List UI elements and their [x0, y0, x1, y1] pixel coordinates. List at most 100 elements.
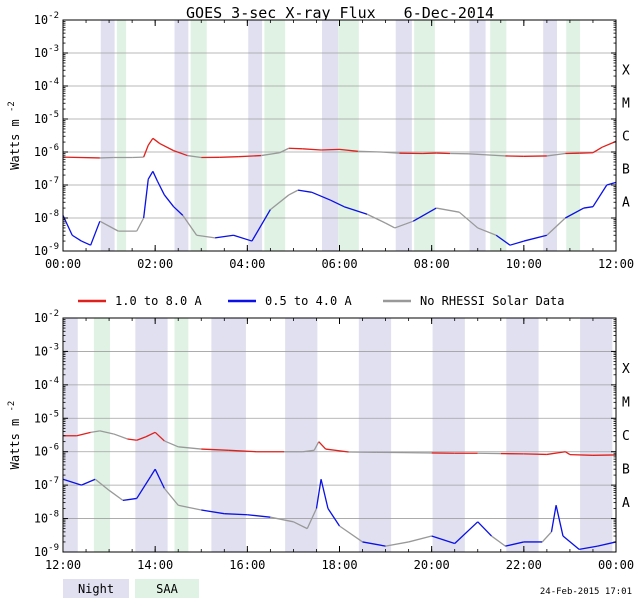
series-segment: [546, 217, 566, 236]
flare-class-label: X: [622, 362, 630, 377]
series-segment: [269, 194, 290, 211]
series-segment: [159, 142, 174, 152]
series-segment: [468, 153, 488, 156]
series-segment: [592, 146, 603, 154]
series-segment: [583, 206, 594, 209]
series-segment: [201, 448, 229, 451]
night-band: [285, 318, 318, 552]
saa-key-label: SAA: [156, 582, 178, 596]
y-tick-label: 10-7: [34, 176, 59, 192]
y-tick-label: 10-5: [34, 409, 59, 425]
night-key-swatch: [63, 579, 129, 598]
x-tick-label: 14:00: [137, 558, 173, 572]
y-tick-label: 10-6: [34, 443, 59, 459]
night-saa-key: Night SAA: [63, 579, 199, 598]
series-segment: [108, 489, 124, 501]
series-segment: [76, 431, 91, 437]
series-segment: [147, 137, 154, 146]
series-segment: [143, 145, 149, 158]
series-segment: [592, 184, 608, 208]
flare-class-label: M: [622, 396, 630, 411]
x-tick-label: 20:00: [414, 558, 450, 572]
series-segment: [71, 234, 82, 242]
series-segment: [251, 209, 271, 242]
legend-label: No RHESSI Solar Data: [420, 294, 565, 308]
series-segment: [163, 194, 175, 208]
flare-class-label: B: [622, 462, 630, 477]
x-tick-label: 04:00: [229, 257, 265, 271]
panel-12-24h: 10-9 10-8 10-7 10-6 10-5 10-4 10-3 10-2 12:00 14:…: [7, 309, 634, 572]
series-segment: [408, 535, 432, 543]
flare-class-label: X: [622, 64, 630, 79]
series-segment: [297, 189, 312, 193]
y-tick-label: 10-9: [34, 242, 59, 258]
series-segment: [127, 438, 137, 441]
night-band: [63, 318, 78, 552]
series-segment: [505, 541, 524, 547]
series-segment: [315, 479, 322, 509]
series-segment: [224, 513, 248, 516]
x-tick-label: 22:00: [506, 558, 542, 572]
series-segment: [150, 468, 156, 477]
x-tick-label: 10:00: [506, 257, 542, 271]
series-segment: [541, 531, 552, 543]
legend: 1.0 to 8.0 A 0.5 to 4.0 A No RHESSI Solar …: [78, 294, 565, 308]
series-segment: [288, 189, 299, 196]
series-segment: [606, 181, 617, 186]
series-segment: [477, 521, 493, 537]
flare-class-label: C: [622, 130, 630, 145]
series-segment: [233, 234, 253, 242]
saa-band: [338, 20, 359, 251]
saa-band: [190, 20, 207, 251]
y-tick-label: 10-4: [34, 376, 59, 392]
series-segment: [339, 525, 363, 543]
series-segment: [555, 505, 564, 537]
night-band: [174, 20, 189, 251]
series-segment: [279, 147, 290, 154]
series-segment: [325, 448, 349, 453]
night-band: [432, 318, 465, 552]
series-segment: [152, 171, 159, 182]
series-segment: [477, 227, 497, 236]
series-segment: [156, 180, 165, 196]
series-segment: [320, 479, 329, 509]
series-segment: [523, 453, 547, 456]
flare-class-label: C: [622, 429, 630, 444]
x-tick-label: 02:00: [137, 257, 173, 271]
footer-timestamp: 24-Feb-2015 17:01: [540, 587, 632, 597]
series-segment: [550, 505, 557, 532]
x-tick-label: 18:00: [321, 558, 357, 572]
series-segment: [270, 516, 294, 523]
night-band: [469, 20, 486, 251]
series-segment: [62, 478, 82, 486]
series-segment: [238, 154, 262, 158]
series-segment: [431, 535, 455, 545]
flare-class-label: A: [622, 496, 630, 511]
y-axis-label: Watts m -2: [7, 401, 22, 470]
night-band: [100, 20, 115, 251]
series-segment: [321, 148, 340, 151]
series-segment: [330, 199, 345, 208]
series-segment: [182, 215, 198, 236]
night-band: [248, 20, 263, 251]
series-segment: [143, 179, 149, 219]
night-band: [580, 318, 613, 552]
series-segment: [366, 213, 386, 224]
series-segment: [362, 541, 386, 547]
series-segment: [579, 545, 598, 550]
series-segment: [412, 207, 437, 222]
series-segment: [509, 240, 525, 246]
y-tick-label: 10-5: [34, 110, 59, 126]
series-segment: [136, 217, 145, 232]
series-segment: [90, 430, 100, 433]
series-segment: [81, 240, 91, 246]
series-segment: [394, 220, 414, 229]
flare-class-label: A: [622, 196, 630, 211]
series-segment: [90, 220, 101, 246]
y-tick-label: 10-3: [34, 44, 59, 60]
flare-class-label: B: [622, 163, 630, 178]
series-segment: [564, 207, 585, 219]
series-segment: [357, 150, 381, 153]
night-band: [211, 318, 246, 552]
